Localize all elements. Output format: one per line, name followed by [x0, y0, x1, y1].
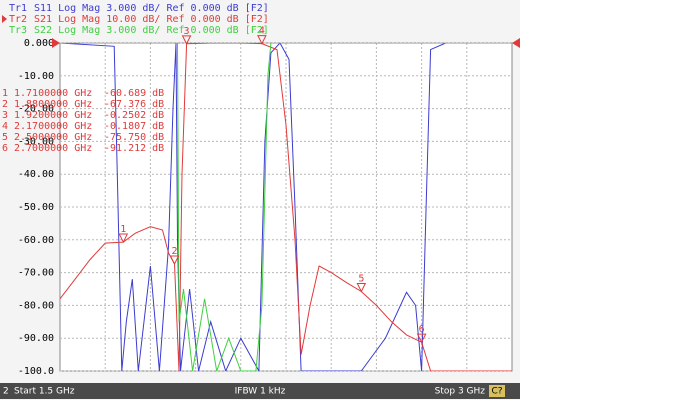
marker — [118, 233, 129, 244]
trace-line — [60, 43, 512, 371]
reference-arrow — [512, 38, 520, 48]
marker-table-value: -75.750 dB — [104, 132, 164, 143]
marker-table-number: 4 — [2, 121, 8, 132]
marker — [356, 282, 367, 293]
marker-table-number: 5 — [2, 132, 8, 143]
y-tick-label: -80.00 — [18, 300, 54, 311]
trace-line — [60, 43, 512, 371]
marker-table-frequency: 2.1700000 GHz — [14, 121, 92, 132]
marker-number: 4 — [259, 26, 265, 37]
marker-table-number: 2 — [2, 99, 8, 110]
channel: C? — [491, 387, 502, 397]
trace-name: Tr1 — [9, 3, 27, 14]
marker-table-number: 1 — [2, 88, 8, 99]
marker-table-value: -60.689 dB — [104, 88, 164, 99]
marker — [181, 35, 192, 45]
active-trace-indicator — [2, 15, 7, 23]
y-tick-label: -10.00 — [18, 71, 54, 82]
stop-frequency: Stop 3 GHz — [435, 387, 486, 397]
marker-table-frequency: 1.9200000 GHz — [14, 110, 92, 121]
marker-number: 6 — [419, 324, 425, 335]
trace-line — [60, 43, 512, 371]
channel-box — [489, 385, 505, 397]
status-background — [0, 383, 520, 399]
marker-number: 5 — [358, 273, 364, 284]
y-tick-label: -70.00 — [18, 268, 54, 279]
marker-table-value: -0.1807 dB — [104, 121, 164, 132]
marker-table-frequency: 1.7100000 GHz — [14, 88, 92, 99]
trace-header: S21 Log Mag 10.00 dB/ Ref 0.000 dB [F2] — [34, 14, 269, 25]
trace-name: Tr3 — [9, 25, 27, 36]
marker-table-number: 6 — [2, 143, 8, 154]
y-tick-label: -20.00 — [18, 104, 54, 115]
marker-table-frequency: 2.7000000 GHz — [14, 143, 92, 154]
marker-table-frequency: 1.8800000 GHz — [14, 99, 92, 110]
trace-header: S11 Log Mag 3.000 dB/ Ref 0.000 dB [F2] — [34, 3, 269, 14]
marker-table-value: -91.212 dB — [104, 143, 164, 154]
marker-table-value: -0.2502 dB — [104, 110, 164, 121]
marker-number: 2 — [171, 246, 177, 257]
start-frequency: Start 1.5 GHz — [14, 387, 75, 397]
marker-table-value: -67.376 dB — [104, 99, 164, 110]
marker — [257, 35, 267, 45]
y-tick-label: -30.00 — [18, 136, 54, 147]
reference-arrow — [52, 38, 60, 48]
status-bar: 2 Start 1.5 GHz IFBW 1 kHz Stop 3 GHz C? — [0, 383, 520, 399]
trace-header: S22 Log Mag 3.000 dB/ Ref 0.000 dB [F2] — [34, 25, 269, 36]
y-tick-label: -100.0 — [18, 366, 54, 377]
marker-number: 3 — [184, 26, 190, 37]
window-number: 2 — [3, 387, 9, 397]
y-tick-label: -50.00 — [18, 202, 54, 213]
y-tick-label: -60.00 — [18, 235, 54, 246]
marker-number: 1 — [120, 224, 126, 235]
trace-name: Tr2 — [9, 14, 27, 25]
ifbw: IFBW 1 kHz — [235, 387, 286, 397]
marker-table-number: 3 — [2, 110, 8, 121]
marker-table-frequency: 2.5000000 GHz — [14, 132, 92, 143]
marker — [416, 333, 427, 344]
marker — [169, 255, 180, 266]
y-tick-label: 0.000 — [24, 38, 54, 49]
y-tick-label: -40.00 — [18, 169, 54, 180]
y-tick-label: -90.00 — [18, 333, 54, 344]
